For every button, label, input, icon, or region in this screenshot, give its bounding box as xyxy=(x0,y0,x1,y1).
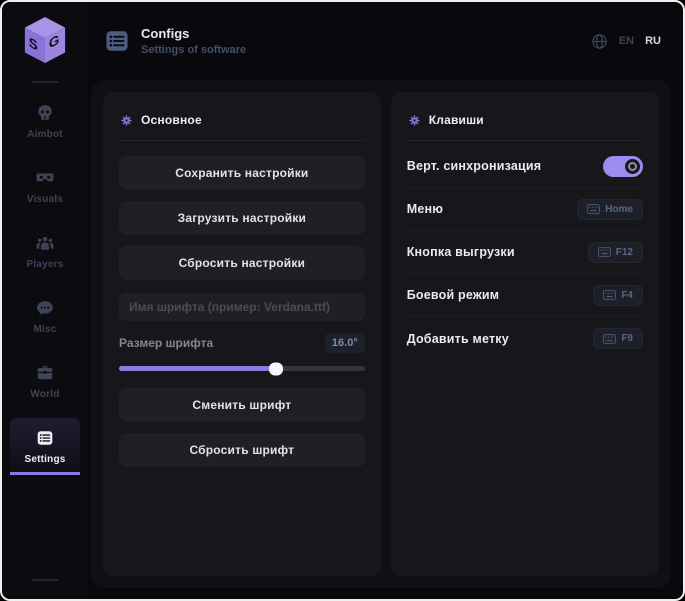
unload-keybind-button[interactable]: F12 xyxy=(587,241,643,263)
font-size-slider-knob[interactable] xyxy=(269,362,284,375)
main-area: Configs Settings of software EN RU Основ… xyxy=(88,2,683,599)
sidebar-nav: Aimbot Visuals Players Misc World Settin… xyxy=(2,85,88,475)
page-title: Configs xyxy=(141,26,190,41)
toggle-knob xyxy=(625,158,640,174)
app-logo: S G xyxy=(21,14,69,68)
vr-goggles-icon xyxy=(36,169,54,187)
change-font-button[interactable]: Сменить шрифт xyxy=(119,388,365,422)
font-size-slider-fill xyxy=(119,366,277,371)
main-settings-panel: Основное Сохранить настройки Загрузить н… xyxy=(103,92,381,576)
panel-divider xyxy=(119,140,365,141)
list-icon xyxy=(36,429,54,447)
add-mark-row: Добавить метку F9 xyxy=(407,317,643,360)
sidebar-item-label: Aimbot xyxy=(27,129,63,140)
font-size-value[interactable]: 16.0° xyxy=(324,333,365,353)
page-header: Configs Settings of software EN RU xyxy=(88,2,683,80)
keybind-value: F12 xyxy=(615,246,633,258)
vsync-label: Верт. синхронизация xyxy=(406,159,542,173)
header-titles: Configs Settings of software xyxy=(141,26,246,56)
svg-text:G: G xyxy=(49,32,59,52)
players-icon xyxy=(36,234,54,252)
lang-ru-button[interactable]: RU xyxy=(645,35,661,47)
add-mark-keybind-button[interactable]: F9 xyxy=(593,328,643,349)
sidebar-divider-top xyxy=(31,81,59,83)
sidebar-item-label: World xyxy=(30,389,60,400)
svg-text:S: S xyxy=(29,35,38,55)
keyboard-icon xyxy=(603,290,616,300)
language-switcher: EN RU xyxy=(591,33,661,50)
menu-key-label: Меню xyxy=(406,202,444,216)
panel-header-main: Основное xyxy=(119,98,365,140)
gear-icon xyxy=(121,115,132,126)
sidebar-item-world[interactable]: World xyxy=(10,353,80,410)
content-container: Основное Сохранить настройки Загрузить н… xyxy=(91,80,671,588)
sidebar-item-misc[interactable]: Misc xyxy=(10,288,80,345)
briefcase-icon xyxy=(36,364,54,382)
sidebar-divider-bottom xyxy=(31,579,59,581)
vsync-toggle[interactable] xyxy=(603,155,643,177)
reset-font-button[interactable]: Сбросить шрифт xyxy=(119,433,365,467)
chat-icon xyxy=(36,299,54,317)
panel-title: Основное xyxy=(141,113,202,127)
keyboard-icon xyxy=(603,334,616,344)
configs-icon xyxy=(104,28,130,54)
combat-mode-row: Боевой режим F4 xyxy=(406,274,643,317)
menu-key-row: Меню Home xyxy=(406,188,643,231)
font-size-slider[interactable] xyxy=(119,362,365,375)
keybind-value: F4 xyxy=(621,289,633,301)
reset-settings-button[interactable]: Сбросить настройки xyxy=(119,246,365,280)
keybind-value: Home xyxy=(605,203,633,215)
sg-cube-logo-icon: S G xyxy=(24,17,66,64)
keybind-value: F9 xyxy=(621,333,633,344)
keys-panel: Клавиши Верт. синхронизация Меню Home xyxy=(390,92,659,576)
combat-keybind-button[interactable]: F4 xyxy=(593,284,643,306)
panel-title: Клавиши xyxy=(428,113,484,127)
unload-key-row: Кнопка выгрузки F12 xyxy=(406,231,643,274)
keyboard-icon xyxy=(598,247,611,257)
panel-header-keys: Клавиши xyxy=(407,98,643,140)
unload-key-label: Кнопка выгрузки xyxy=(406,245,515,259)
save-settings-button[interactable]: Сохранить настройки xyxy=(119,156,365,190)
sidebar-item-label: Misc xyxy=(33,324,57,335)
sidebar: S G Aimbot Visuals Players Misc xyxy=(2,2,88,599)
sidebar-item-settings[interactable]: Settings xyxy=(10,418,80,475)
sidebar-item-label: Players xyxy=(26,259,64,270)
add-mark-label: Добавить метку xyxy=(406,331,509,346)
font-size-label: Размер шрифта xyxy=(119,336,214,350)
sidebar-item-aimbot[interactable]: Aimbot xyxy=(10,93,80,150)
panel-divider xyxy=(406,140,643,141)
sidebar-item-label: Settings xyxy=(24,454,66,465)
page-subtitle: Settings of software xyxy=(141,44,247,56)
menu-keybind-button[interactable]: Home xyxy=(577,198,643,220)
gear-icon xyxy=(409,115,420,126)
combat-mode-label: Боевой режим xyxy=(406,288,500,302)
vsync-row: Верт. синхронизация xyxy=(406,145,643,188)
load-settings-button[interactable]: Загрузить настройки xyxy=(119,201,365,235)
skull-icon xyxy=(36,104,54,122)
sidebar-item-label: Visuals xyxy=(26,194,64,205)
sidebar-item-players[interactable]: Players xyxy=(10,223,80,280)
lang-en-button[interactable]: EN xyxy=(618,35,635,47)
font-size-row: Размер шрифта 16.0° xyxy=(119,333,365,353)
sidebar-item-visuals[interactable]: Visuals xyxy=(10,158,80,215)
font-name-input[interactable] xyxy=(119,293,365,321)
globe-icon[interactable] xyxy=(591,33,608,50)
keyboard-icon xyxy=(587,204,600,214)
